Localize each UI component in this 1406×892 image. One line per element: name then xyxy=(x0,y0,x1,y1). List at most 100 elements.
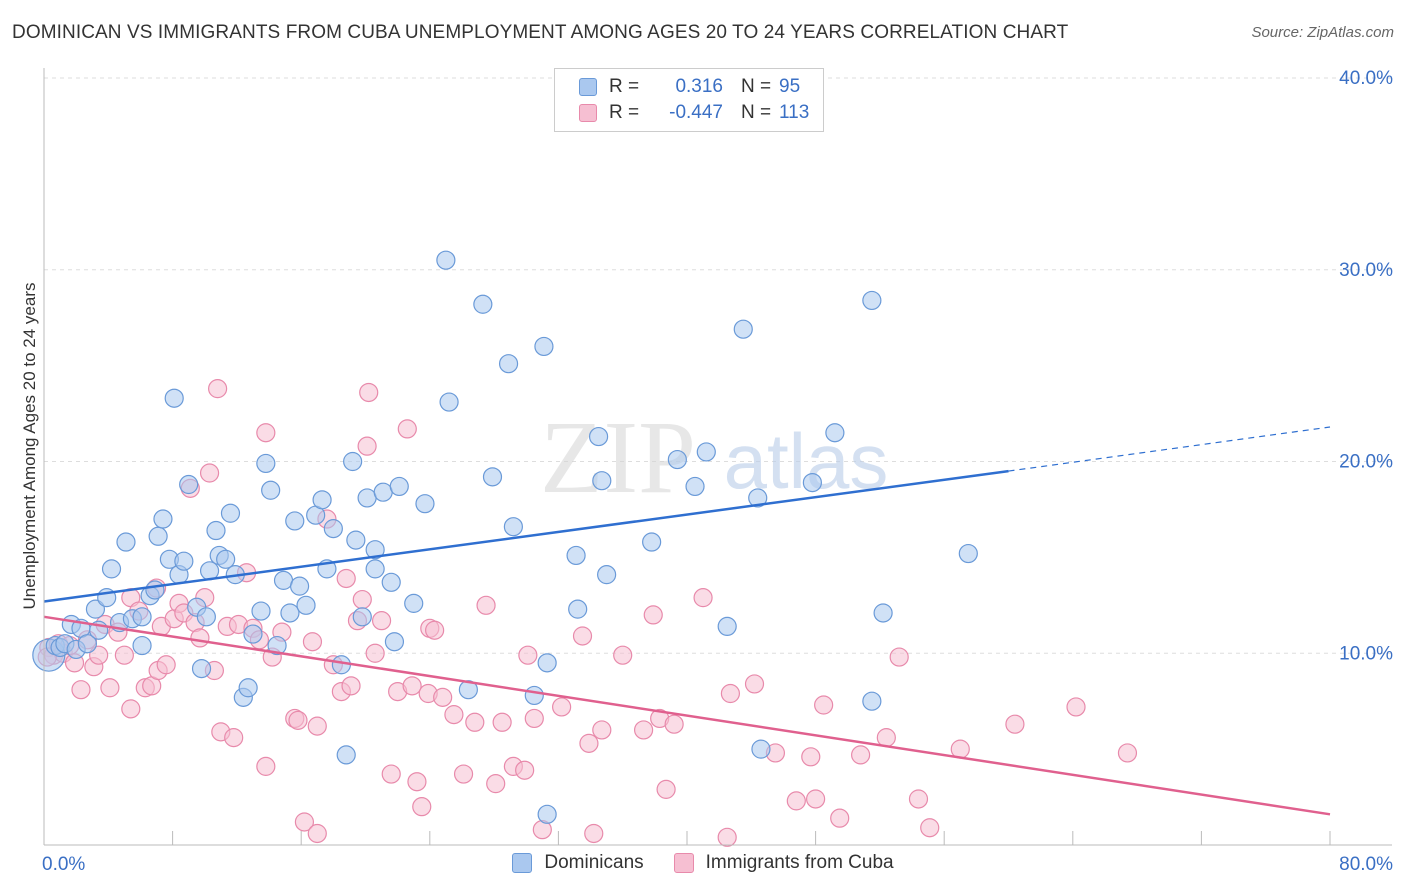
cuba-point xyxy=(584,823,604,844)
dominicans-point xyxy=(251,601,271,621)
dominicans-point xyxy=(568,599,588,619)
dominicans-point xyxy=(145,580,165,600)
cuba-point xyxy=(720,683,741,704)
cuba-point xyxy=(352,589,372,610)
cuba-point xyxy=(336,568,356,589)
cuba-point xyxy=(208,379,228,399)
r-value: 0.316 xyxy=(675,76,723,97)
n-label: N = xyxy=(741,76,772,97)
dominicans-point xyxy=(873,603,893,623)
dominicans-point xyxy=(289,576,310,596)
cuba-point xyxy=(786,791,806,811)
cuba-point xyxy=(465,712,485,732)
dominicans-point xyxy=(503,517,523,537)
trend-lines xyxy=(43,426,1331,816)
cuba-point xyxy=(371,611,392,631)
cuba-point xyxy=(524,708,544,729)
cuba-point xyxy=(100,678,120,698)
stats-row-cuba: R = -0.447 N = 113 xyxy=(579,101,809,125)
chart-title: DOMINICAN VS IMMIGRANTS FROM CUBA UNEMPL… xyxy=(12,22,1069,43)
cuba-point xyxy=(256,756,276,776)
dominicans-point xyxy=(132,635,152,656)
dominicans-trend-extension xyxy=(1008,426,1331,472)
cuba-point xyxy=(801,747,821,767)
source-label: Source: ZipAtlas.com xyxy=(1251,24,1394,41)
dominicans-point xyxy=(733,319,753,339)
dominicans-point xyxy=(179,474,199,495)
dominicans-point xyxy=(132,607,152,627)
dominicans-point xyxy=(267,635,287,656)
legend-label-cuba: Immigrants from Cuba xyxy=(705,852,894,873)
dominicans-point xyxy=(524,685,544,706)
cuba-point xyxy=(851,745,871,765)
cuba-point xyxy=(552,697,572,717)
cuba-point xyxy=(592,720,612,740)
dominicans-point xyxy=(458,680,478,700)
cuba-point xyxy=(1117,743,1138,763)
y-axis-label: Unemployment Among Ages 20 to 24 years xyxy=(20,282,39,610)
cuba-point xyxy=(89,645,109,665)
dominicans-point xyxy=(498,354,519,374)
dominicans-point xyxy=(597,565,617,585)
x-tick-label-min: 0.0% xyxy=(42,854,85,875)
cuba-point xyxy=(381,764,401,784)
dominicans-point xyxy=(101,559,122,579)
series-legend: Dominicans Immigrants from Cuba xyxy=(0,852,1406,874)
cuba-point xyxy=(633,720,654,740)
dominicans-point xyxy=(280,603,300,623)
cuba-point xyxy=(199,463,220,483)
r-label: R = xyxy=(609,76,640,97)
cuba-point xyxy=(579,733,599,753)
cuba-point xyxy=(224,728,244,748)
dominicans-point xyxy=(85,599,106,619)
dominicans-point xyxy=(116,532,136,552)
dominicans-point xyxy=(439,392,459,412)
dominicans-point xyxy=(191,658,212,679)
axes xyxy=(43,68,1392,846)
dominicans-point xyxy=(537,804,557,824)
dominicans-point xyxy=(243,624,263,644)
y-tick-label: 10.0% xyxy=(1339,643,1393,664)
dominicans-point xyxy=(323,519,343,539)
cuba-point xyxy=(156,655,176,675)
dominicans-point xyxy=(285,511,305,531)
dominicans-point xyxy=(958,543,978,564)
r-label: R = xyxy=(609,102,640,123)
cuba-point xyxy=(444,705,464,725)
dominicans-point xyxy=(381,572,401,592)
cuba-point xyxy=(341,676,361,696)
dominicans-point xyxy=(415,494,435,514)
dominicans-swatch xyxy=(512,853,533,873)
dominicans-point xyxy=(352,607,372,627)
dominicans-point xyxy=(261,480,281,500)
dominicans-point xyxy=(336,745,356,765)
dominicans-point xyxy=(77,634,98,654)
cuba-point xyxy=(830,808,850,828)
dominicans-point xyxy=(148,526,168,546)
cuba-point xyxy=(572,626,593,646)
dominicans-point xyxy=(220,503,241,523)
dominicans-point xyxy=(153,509,173,529)
cuba-point xyxy=(664,714,684,734)
cuba-point xyxy=(256,423,276,443)
cuba-point xyxy=(492,712,512,732)
dominicans-point xyxy=(365,559,385,579)
dominicans-point xyxy=(534,336,554,357)
cuba-point xyxy=(412,797,432,817)
cuba-point xyxy=(908,789,929,809)
legend-item-dominicans[interactable]: Dominicans xyxy=(512,852,644,874)
dominicans-point xyxy=(537,653,557,673)
cuba-point xyxy=(889,647,909,667)
dominicans-point xyxy=(802,472,822,493)
dominicans-point xyxy=(862,290,882,311)
dominicans-point xyxy=(174,551,194,571)
dominicans-point xyxy=(256,453,276,474)
dominicans-point xyxy=(206,520,226,541)
dominicans-point xyxy=(296,595,316,615)
cuba-point xyxy=(307,823,327,844)
cuba-point xyxy=(359,382,379,403)
dominicans-swatch xyxy=(579,78,597,96)
legend-item-cuba[interactable]: Immigrants from Cuba xyxy=(673,852,894,874)
cuba-trend-line xyxy=(43,615,1331,816)
cuba-point xyxy=(433,687,453,707)
